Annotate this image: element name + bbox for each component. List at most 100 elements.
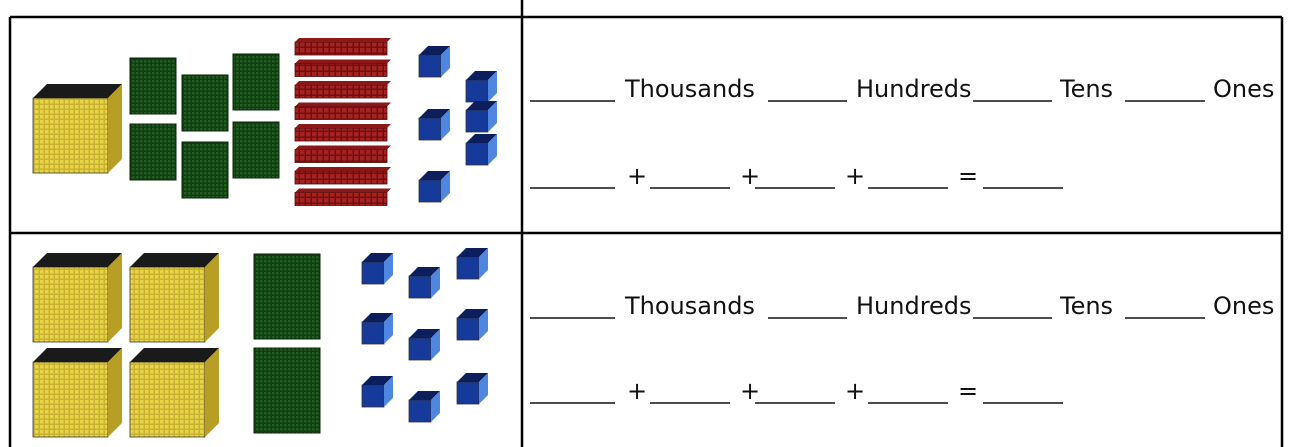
block-side (441, 109, 450, 140)
block-side (431, 329, 440, 360)
ten-rod (294, 170, 388, 185)
block-face (456, 381, 480, 405)
block-side (488, 134, 497, 165)
ten-rod-top (295, 188, 391, 193)
block (129, 253, 219, 343)
block-side (479, 309, 488, 340)
hundred-flat (232, 121, 280, 179)
block-side (384, 253, 393, 284)
block-side (479, 373, 488, 404)
block-face (129, 361, 206, 438)
block (456, 309, 488, 341)
block-face (465, 79, 489, 103)
block (456, 248, 488, 280)
block (361, 313, 393, 345)
block (408, 391, 440, 423)
ten-rod (294, 149, 388, 163)
block (408, 267, 440, 299)
block-face (408, 275, 432, 299)
operator: + (627, 162, 647, 190)
ten-rod-top (295, 124, 391, 128)
block-face (361, 384, 385, 408)
block-face (32, 266, 109, 343)
block-face (465, 142, 489, 166)
hundred-flat (253, 253, 321, 340)
hundred-flat (253, 347, 321, 434)
ten-rod (294, 106, 388, 120)
block-face (408, 399, 432, 423)
block-face (361, 321, 385, 345)
block-side (431, 267, 440, 298)
block-top (130, 348, 219, 362)
block-side (441, 171, 450, 202)
block (418, 109, 450, 141)
block (418, 171, 450, 203)
block-top (466, 134, 497, 143)
ten-rod (294, 192, 388, 206)
block-side (205, 348, 219, 437)
place-value-label: Thousands (624, 292, 755, 320)
block-face (32, 97, 109, 174)
hundred-flat (232, 53, 280, 111)
block-top (33, 253, 122, 267)
block-top (409, 391, 440, 400)
place-value-label: Thousands (624, 75, 755, 103)
operator: + (740, 377, 760, 405)
place-value-label: Tens (1059, 75, 1113, 103)
block (361, 376, 393, 408)
operator: = (958, 377, 978, 405)
block-side (205, 253, 219, 342)
block-top (466, 71, 497, 80)
block-top (409, 267, 440, 276)
block-side (441, 46, 450, 77)
block-top (362, 376, 393, 385)
ten-rod-top (295, 38, 391, 42)
block-top (362, 313, 393, 322)
operator: + (740, 162, 760, 190)
hundred-flat (181, 74, 229, 132)
block-top (466, 101, 497, 110)
block-side (384, 313, 393, 344)
place-value-label: Tens (1059, 292, 1113, 320)
block-top (419, 109, 450, 118)
block-side (108, 348, 122, 437)
block-side (488, 71, 497, 102)
place-value-label: Ones (1213, 292, 1274, 320)
block-side (384, 376, 393, 407)
block-top (419, 171, 450, 180)
operator: + (845, 377, 865, 405)
block-face (129, 266, 206, 343)
block-face (456, 256, 480, 280)
block-top (33, 84, 122, 98)
hundred-flat (129, 123, 177, 181)
block-face (418, 54, 442, 78)
block-face (418, 179, 442, 203)
block-face (465, 109, 489, 133)
block-top (362, 253, 393, 262)
place-value-label: Hundreds (856, 292, 972, 320)
block (465, 71, 497, 103)
operator: + (627, 377, 647, 405)
ten-rod-top (295, 167, 391, 171)
ten-rod-top (295, 59, 391, 64)
ten-rod (294, 63, 388, 77)
block-face (361, 261, 385, 285)
block (465, 134, 497, 166)
block-face (456, 317, 480, 341)
block-top (457, 373, 488, 382)
block (361, 253, 393, 285)
hundred-flat (181, 141, 229, 199)
block (32, 253, 122, 343)
ten-rod-top (295, 145, 391, 150)
hundred-flat (129, 57, 177, 115)
block-face (408, 337, 432, 361)
block-side (479, 248, 488, 279)
block (32, 84, 122, 174)
place-value-label: Ones (1213, 75, 1274, 103)
operator: = (958, 162, 978, 190)
block-side (431, 391, 440, 422)
block-top (457, 309, 488, 318)
operator: + (845, 162, 865, 190)
ten-rod (294, 84, 388, 99)
